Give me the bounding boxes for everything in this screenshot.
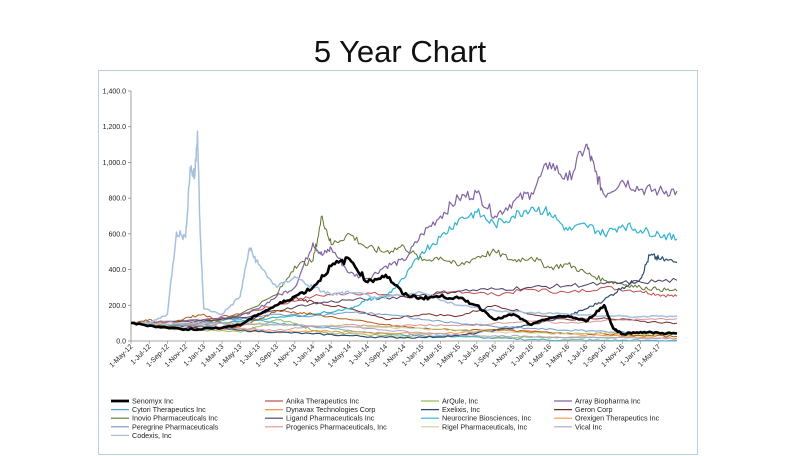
y-tick-label: 800.0 [108, 196, 126, 203]
line-chart: 0.0 200.0 400.0 600.0 800.0 1,000.0 1,200.0 1,4… [103, 89, 678, 440]
series-line [130, 206, 678, 327]
series-line [130, 256, 678, 336]
legend-label: Codexis, Inc [132, 431, 172, 440]
x-axis: 1-May-121-Jul-121-Sep-121-Nov-121-Jan-13… [109, 340, 677, 369]
y-tick-label: 0.0 [116, 339, 126, 346]
legend-label: Ligand Pharmaceuticals Inc [286, 414, 375, 423]
legend-label: Rigel Pharmaceuticals, Inc [442, 422, 527, 431]
legend-label: Dynavax Technologies Corp [286, 405, 375, 414]
y-tick-label: 1,400.0 [103, 89, 126, 96]
legend: Senomyx Inc Anika Therapeutics Inc ArQule,… [111, 397, 660, 440]
y-tick-label: 1,000.0 [103, 160, 126, 167]
legend-label: ArQule, Inc [442, 397, 478, 406]
legend-label: Neurocrine Biosciences, Inc [442, 414, 531, 423]
chart-frame: 0.0 200.0 400.0 600.0 800.0 1,000.0 1,200.0 1,4… [98, 70, 698, 455]
y-axis: 0.0 200.0 400.0 600.0 800.0 1,000.0 1,200.0 1,4… [103, 89, 132, 346]
legend-label: Vical Inc [575, 422, 602, 431]
y-tick-label: 200.0 [108, 303, 126, 310]
legend-label: Anika Therapeutics Inc [286, 397, 359, 406]
series-line [130, 277, 678, 324]
series-lines [130, 130, 678, 342]
legend-label: Senomyx Inc [132, 397, 174, 406]
y-tick-label: 1,200.0 [103, 124, 126, 131]
legend-label: Orexigen Therapeutics Inc [575, 414, 660, 423]
chart-title: 5 Year Chart [313, 34, 487, 69]
y-tick-label: 600.0 [108, 231, 126, 238]
series-line [130, 309, 678, 338]
x-tick-label: 1-May-12 [109, 343, 135, 369]
series-line [130, 285, 678, 324]
legend-label: Progenics Pharmaceuticals, Inc [286, 422, 387, 431]
legend-label: Exelixis, Inc [442, 405, 480, 414]
series-line [130, 253, 678, 339]
series-line [130, 321, 678, 340]
series-line [130, 143, 678, 324]
legend-label: Peregrine Pharmaceuticals [132, 422, 219, 431]
legend-label: Cytori Therapeutics Inc [132, 405, 206, 414]
legend-label: Inovio Pharmaceuticals Inc [132, 414, 218, 423]
legend-label: Array Biopharma Inc [575, 397, 641, 406]
series-line [130, 130, 678, 325]
y-tick-label: 400.0 [108, 267, 126, 274]
legend-label: Geron Corp [575, 405, 613, 414]
series-line [130, 317, 678, 342]
